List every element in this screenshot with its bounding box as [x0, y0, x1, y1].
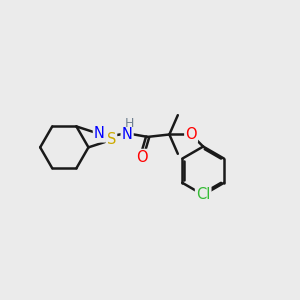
Text: N: N: [94, 126, 105, 141]
Text: Cl: Cl: [196, 187, 210, 202]
Text: N: N: [122, 127, 133, 142]
Text: S: S: [107, 132, 116, 147]
Text: O: O: [185, 127, 197, 142]
Text: O: O: [136, 150, 147, 165]
Text: H: H: [124, 117, 134, 130]
